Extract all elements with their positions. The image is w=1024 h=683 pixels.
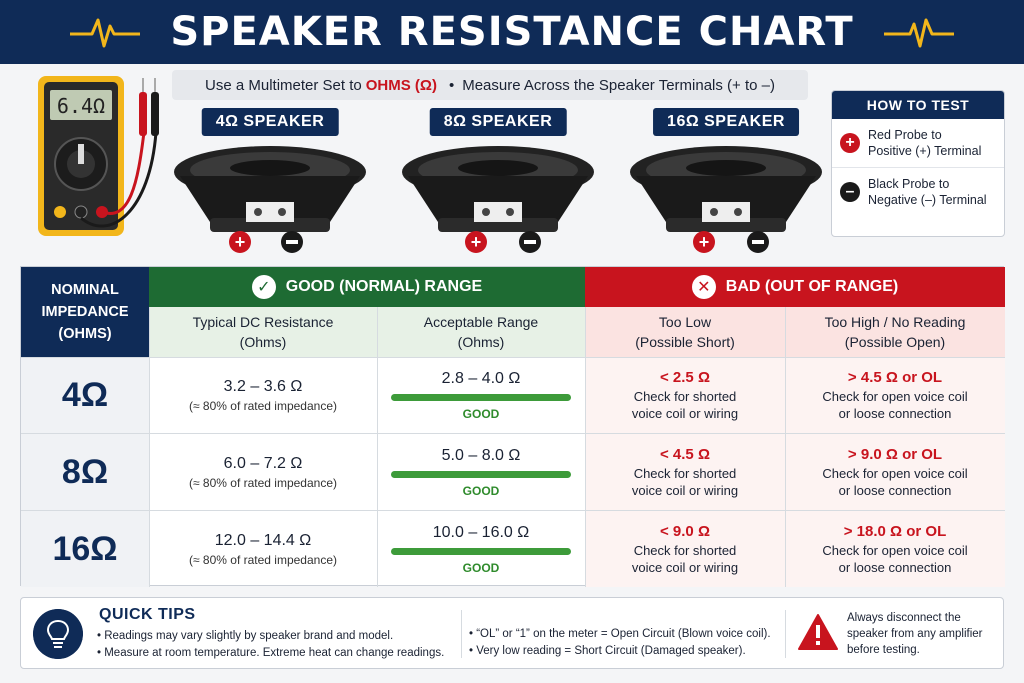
how-to-test-panel: HOW TO TEST + Red Probe to Positive (+) T… [831,90,1005,237]
too-high-cell: > 4.5 Ω or OL Check for open voice coil or… [785,357,1005,433]
tips-column: • Readings may vary slightly by speaker … [97,630,445,659]
typical-resistance-cell: 3.2 – 3.6 Ω (≈ 80% of rated impedance) [189,377,337,413]
too-low-cell: < 4.5 Ω Check for shorted voice coil or wi… [585,434,785,510]
instruction-highlight: OHMS (Ω) [365,76,437,94]
speaker-8ohm: 8Ω SPEAKER + [398,108,598,258]
good-bar [391,470,571,478]
heartbeat-icon [70,18,140,48]
acceptable-range-header: Acceptable Range (Ohms) [377,307,585,357]
speaker-label: 4Ω SPEAKER [201,108,339,136]
how-to-test-step: + Red Probe to Positive (+) Terminal [832,119,1004,167]
good-bar [391,547,571,555]
quick-tips-title: QUICK TIPS [99,606,196,623]
step-text: Red Probe to Positive (+) Terminal [868,128,982,158]
good-bar [391,393,571,401]
nominal-value: 16Ω [21,511,149,587]
heartbeat-icon [884,18,954,48]
multimeter-illustration: 6.4Ω [38,76,159,236]
too-high-header: Too High / No Reading (Possible Open) [785,307,1005,357]
too-low-cell: < 2.5 Ω Check for shorted voice coil or wi… [585,357,785,433]
acceptable-range-cell: 10.0 – 16.0 Ω GOOD [377,511,585,587]
warning-icon [798,614,838,650]
too-high-cell: > 9.0 Ω or OL Check for open voice coil or… [785,434,1005,510]
too-low-header: Too Low (Possible Short) [585,307,785,357]
speaker-4ohm: 4Ω SPEAKER + [170,108,370,258]
too-high-cell: > 18.0 Ω or OL Check for open voice coil o… [785,511,1005,587]
good-range-header: ✓ GOOD (NORMAL) RANGE [149,267,585,307]
nominal-impedance-header: NOMINAL IMPEDANCE (OHMS) [21,267,149,357]
svg-text:+: + [699,232,710,252]
instruction-strip: Use a Multimeter Set to OHMS (Ω) • Measu… [172,70,808,100]
typical-resistance-cell: 12.0 – 14.4 Ω (≈ 80% of rated impedance) [189,531,337,567]
acceptable-range-cell: 5.0 – 8.0 Ω GOOD [377,434,585,510]
speaker-icon: + [174,146,366,253]
lightbulb-icon [33,609,83,659]
page-title: SPEAKER RESISTANCE CHART [170,9,854,55]
minus-icon: – [840,182,860,202]
resistance-table: NOMINAL IMPEDANCE (OHMS) ✓ GOOD (NORMAL)… [20,266,1005,587]
svg-text:+: + [235,232,246,252]
meter-display: 6.4Ω [57,94,105,118]
tips-column: • “OL” or “1” on the meter = Open Circui… [469,628,771,657]
instruction-separator: • [448,76,455,94]
typical-resistance-cell: 6.0 – 7.2 Ω (≈ 80% of rated impedance) [189,454,337,490]
svg-text:+: + [471,232,482,252]
how-to-test-title: HOW TO TEST [832,91,1004,119]
instruction-text: Use a Multimeter Set to [205,76,362,94]
speaker-label: 16Ω SPEAKER [653,108,799,136]
bad-range-header: ✕ BAD (OUT OF RANGE) [585,267,1005,307]
too-low-cell: < 9.0 Ω Check for shorted voice coil or wi… [585,511,785,587]
instruction-text: Measure Across the Speaker Terminals (+ … [462,76,775,94]
quick-tips-panel: QUICK TIPS • Readings may vary slightly … [20,597,1004,669]
how-to-test-step: – Black Probe to Negative (–) Terminal [832,167,1004,216]
x-icon: ✕ [691,275,716,299]
warning-text: Always disconnect the speaker from any a… [847,612,983,656]
acceptable-range-cell: 2.8 – 4.0 Ω GOOD [377,357,585,433]
page-header: SPEAKER RESISTANCE CHART [0,0,1024,64]
speaker-label: 8Ω SPEAKER [429,108,567,136]
nominal-value: 4Ω [21,357,149,433]
step-text: Black Probe to Negative (–) Terminal [868,177,987,207]
typical-resistance-header: Typical DC Resistance (Ohms) [149,307,377,357]
check-icon: ✓ [251,275,276,299]
speaker-16ohm: 16Ω SPEAKER + [626,108,826,258]
plus-icon: + [840,133,860,153]
speaker-icon: + [402,146,594,253]
speaker-icon: + [630,146,822,253]
nominal-value: 8Ω [21,434,149,510]
